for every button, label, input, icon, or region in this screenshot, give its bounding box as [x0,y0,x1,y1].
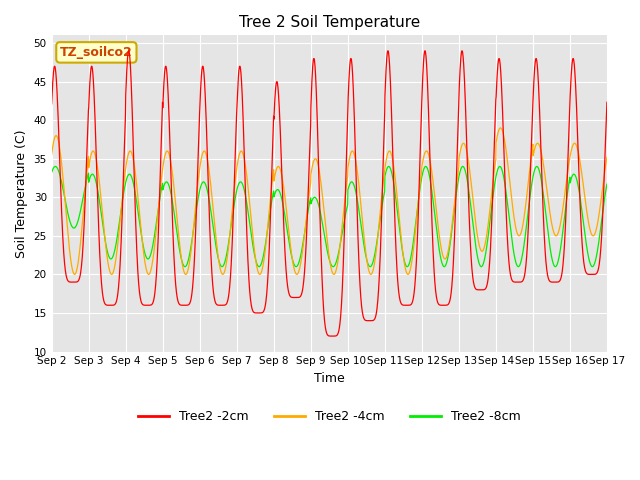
Legend: Tree2 -2cm, Tree2 -4cm, Tree2 -8cm: Tree2 -2cm, Tree2 -4cm, Tree2 -8cm [133,405,525,428]
X-axis label: Time: Time [314,372,345,385]
Text: TZ_soilco2: TZ_soilco2 [60,46,132,59]
Y-axis label: Soil Temperature (C): Soil Temperature (C) [15,129,28,258]
Title: Tree 2 Soil Temperature: Tree 2 Soil Temperature [239,15,420,30]
